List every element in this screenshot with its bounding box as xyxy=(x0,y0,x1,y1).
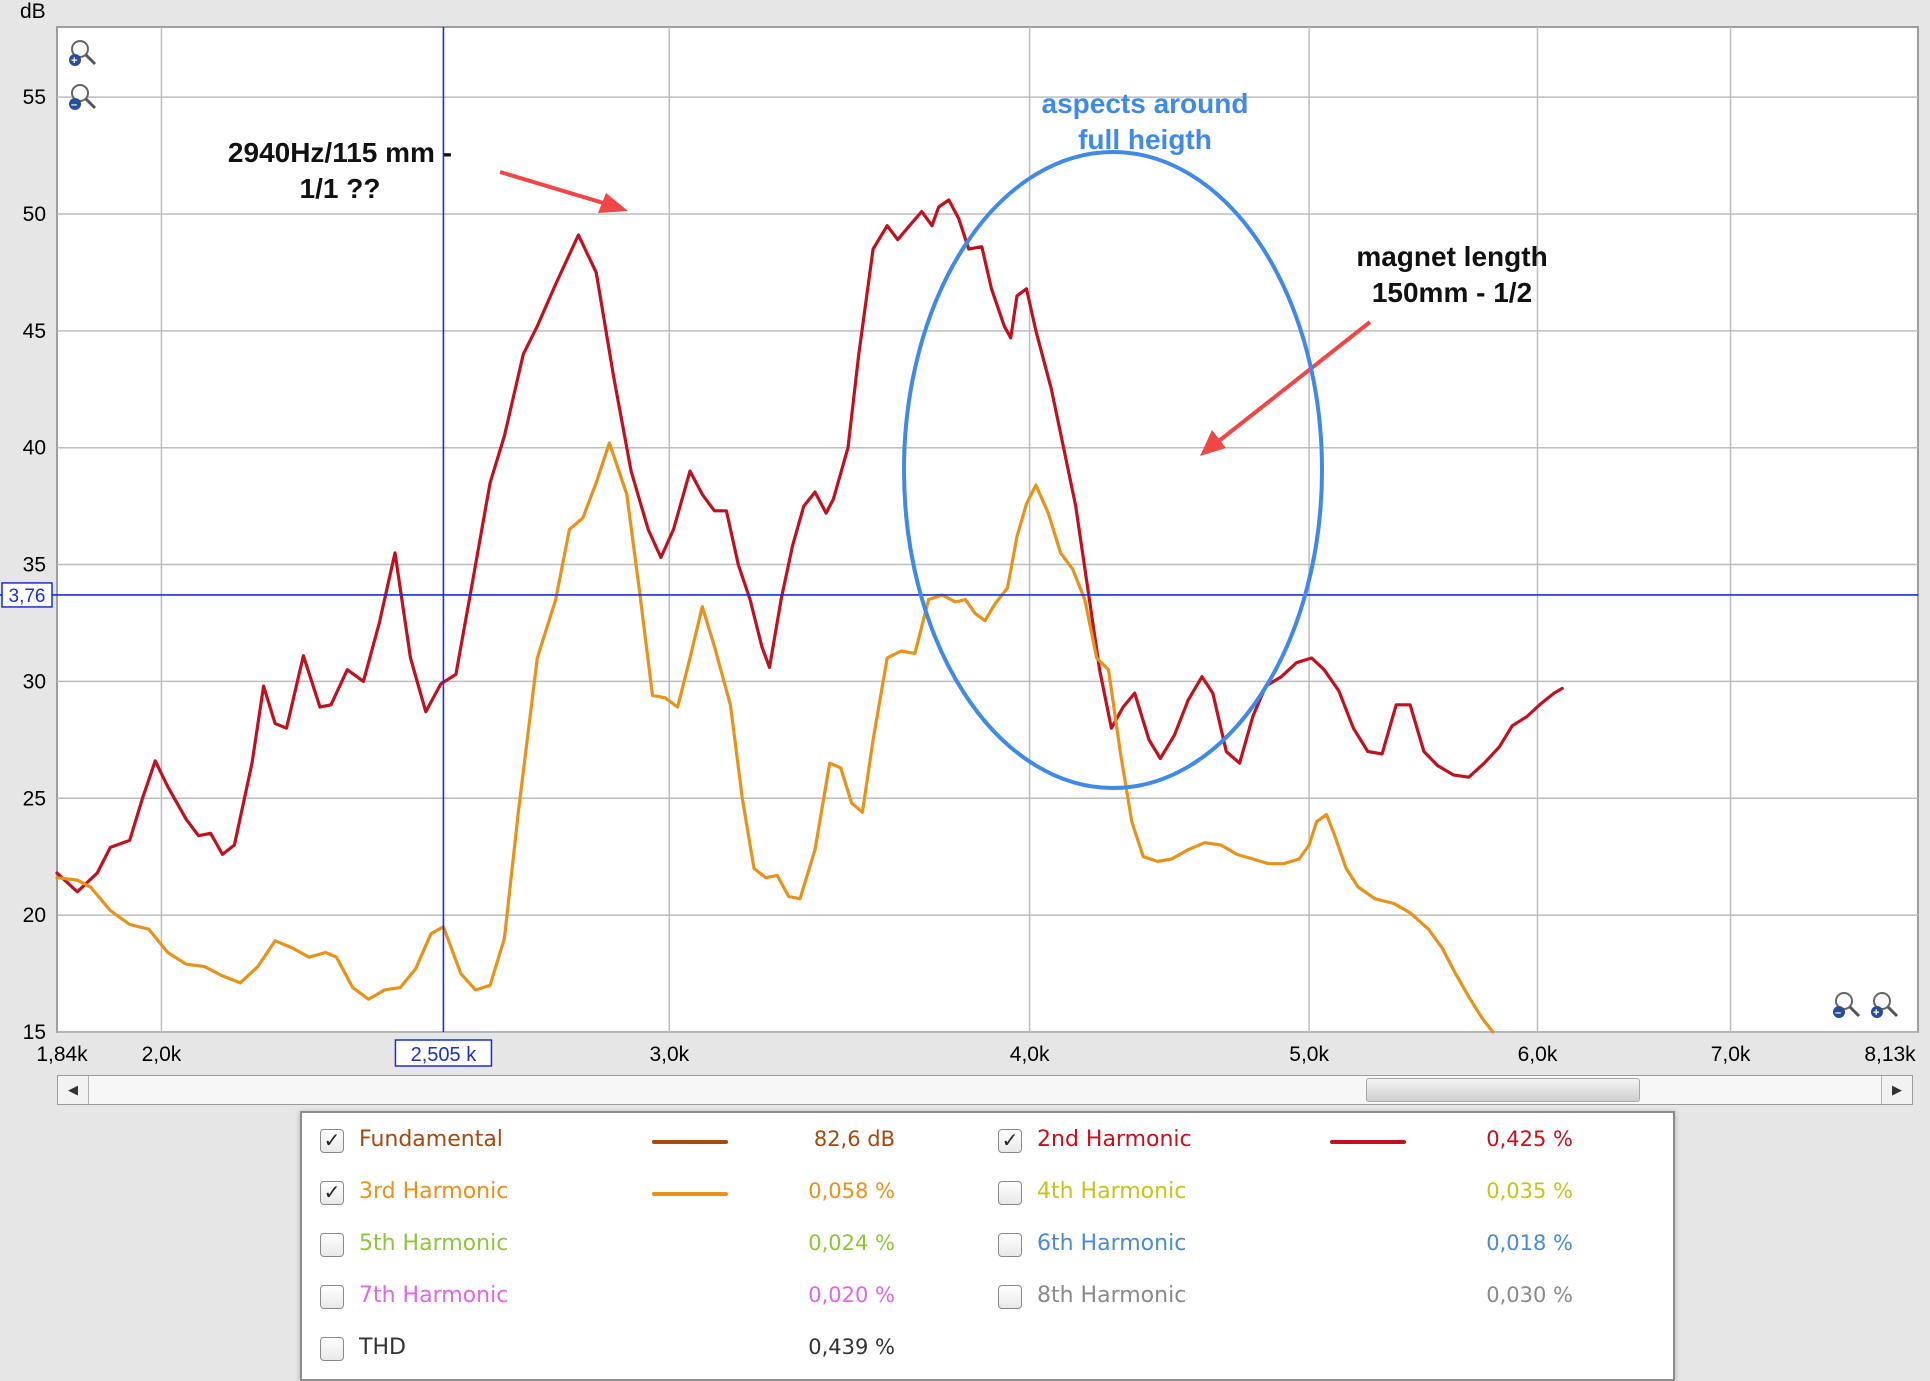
x-tick-label: 7,0k xyxy=(1711,1043,1751,1066)
annotation-peak-1-line-1: 2940Hz/115 mm - xyxy=(228,137,452,168)
series-layer xyxy=(55,198,1564,1034)
legend-row: 5th Harmonic 0,024 % 6th Harmonic 0,018 % xyxy=(302,1219,1673,1271)
annotation-peak-1-line-2: 1/1 ?? xyxy=(300,173,381,204)
legend-value-8th-harmonic: 0,030 % xyxy=(1486,1283,1573,1307)
cursor-x-readout-box xyxy=(394,1039,493,1067)
x-tick-label: 6,0k xyxy=(1518,1043,1558,1066)
x-tick-label: 2,0k xyxy=(142,1043,182,1066)
y-tick-label: 20 xyxy=(23,904,46,927)
legend-row: 7th Harmonic 0,020 % 8th Harmonic 0,030 % xyxy=(302,1271,1673,1323)
checkbox-thd[interactable] xyxy=(320,1337,344,1361)
legend-swatch-3rd-harmonic xyxy=(652,1192,728,1196)
checkbox-6th-harmonic[interactable] xyxy=(998,1233,1022,1257)
arrow-peak-2 xyxy=(1208,320,1372,450)
checkbox-5th-harmonic[interactable] xyxy=(320,1233,344,1257)
legend-value-fundamental: 82,6 dB xyxy=(813,1127,895,1151)
y-axis-ticks: 15 20 25 30 35 40 45 50 55 xyxy=(23,86,46,1044)
annotation-region: aspects around full heigth xyxy=(902,88,1324,790)
y-tick-label: 25 xyxy=(23,787,46,810)
x-axis-ticks: 1,84k 2,0k 3,0k 4,0k 5,0k 6,0k 7,0k 8,13k xyxy=(36,1043,1916,1066)
scrollbar-thumb[interactable] xyxy=(1366,1078,1640,1102)
cursor-x-readout: 2,505 k xyxy=(411,1044,478,1066)
checkbox-4th-harmonic[interactable] xyxy=(998,1181,1022,1205)
scroll-right-arrow-icon[interactable]: ▶ xyxy=(1881,1076,1912,1104)
scroll-left-arrow-icon[interactable]: ◀ xyxy=(58,1076,89,1104)
annotation-region-line-2: full heigth xyxy=(1078,124,1212,155)
svg-text:–: – xyxy=(1835,1007,1841,1019)
arrow-peak-1 xyxy=(499,170,621,210)
legend-value-6th-harmonic: 0,018 % xyxy=(1486,1231,1573,1255)
plot-area[interactable] xyxy=(56,26,1919,1033)
arrow-peak-1-head xyxy=(598,193,628,213)
y-tick-label: 55 xyxy=(23,86,46,109)
y-tick-label: 30 xyxy=(23,670,46,693)
annotation-peak-2: magnet length 150mm - 1/2 xyxy=(1200,241,1548,456)
legend-label-4th-harmonic: 4th Harmonic xyxy=(1037,1179,1187,1204)
legend-panel: ✓ Fundamental 82,6 dB ✓ 2nd Harmonic 0,425 % ✓… xyxy=(300,1111,1675,1381)
checkbox-3rd-harmonic[interactable]: ✓ xyxy=(320,1181,344,1205)
legend-value-4th-harmonic: 0,035 % xyxy=(1486,1179,1573,1203)
annotation-region-line-1: aspects around xyxy=(1042,88,1249,119)
legend-swatch-2nd-harmonic xyxy=(1330,1140,1406,1144)
legend-value-7th-harmonic: 0,020 % xyxy=(808,1283,895,1307)
zoom-in-x-icon[interactable]: + xyxy=(1871,992,1899,1019)
y-tick-label: 35 xyxy=(23,554,46,577)
zoom-out-y-icon[interactable]: – xyxy=(69,84,97,111)
annotation-peak-2-line-2: 150mm - 1/2 xyxy=(1372,277,1532,308)
annotation-peak-1: 2940Hz/115 mm - 1/1 ?? xyxy=(228,137,628,213)
legend-label-5th-harmonic: 5th Harmonic xyxy=(359,1231,509,1256)
zoom-in-y-icon[interactable]: + xyxy=(69,40,97,67)
legend-swatch-fundamental xyxy=(652,1140,728,1144)
zoom-out-x-icon[interactable]: – xyxy=(1833,992,1861,1019)
cursor-y-readout: 3,76 xyxy=(9,586,46,607)
legend-label-7th-harmonic: 7th Harmonic xyxy=(359,1283,509,1308)
cursor-y-readout-box xyxy=(1,582,53,608)
annotation-peak-2-line-1: magnet length xyxy=(1356,241,1547,272)
y-axis-label: dB xyxy=(20,0,46,23)
x-tick-label: 8,13k xyxy=(1864,1043,1916,1066)
x-tick-label: 3,0k xyxy=(649,1043,689,1066)
x-tick-label: 5,0k xyxy=(1289,1043,1329,1066)
legend-label-3rd-harmonic: 3rd Harmonic xyxy=(359,1179,509,1204)
legend-value-5th-harmonic: 0,024 % xyxy=(808,1231,895,1255)
legend-label-6th-harmonic: 6th Harmonic xyxy=(1037,1231,1187,1256)
legend-label-8th-harmonic: 8th Harmonic xyxy=(1037,1283,1187,1308)
y-tick-label: 40 xyxy=(23,437,46,460)
grid-lines xyxy=(57,27,1918,1033)
legend-label-fundamental: Fundamental xyxy=(359,1127,503,1152)
y-tick-label: 50 xyxy=(23,203,46,226)
y-tick-label: 15 xyxy=(23,1021,46,1044)
legend-row: ✓ Fundamental 82,6 dB ✓ 2nd Harmonic 0,425 % xyxy=(302,1115,1673,1167)
series-line-3rd-harmonic xyxy=(55,441,1495,1034)
svg-text:+: + xyxy=(1873,1007,1879,1019)
y-tick-label: 45 xyxy=(23,320,46,343)
legend-value-3rd-harmonic: 0,058 % xyxy=(808,1179,895,1203)
arrow-peak-2-head xyxy=(1200,430,1226,456)
legend-label-thd: THD xyxy=(359,1335,406,1360)
svg-text:–: – xyxy=(71,99,77,111)
legend-row: THD 0,439 % xyxy=(302,1323,1673,1375)
cursor-layer[interactable]: 3,76 2,505 k xyxy=(0,27,1918,1067)
series-line-2nd-harmonic xyxy=(55,198,1564,894)
legend-row: ✓ 3rd Harmonic 0,058 % 4th Harmonic 0,035 % xyxy=(302,1167,1673,1219)
legend-value-2nd-harmonic: 0,425 % xyxy=(1486,1127,1573,1151)
checkbox-fundamental[interactable]: ✓ xyxy=(320,1129,344,1153)
checkbox-2nd-harmonic[interactable]: ✓ xyxy=(998,1129,1022,1153)
x-tick-label: 4,0k xyxy=(1010,1043,1050,1066)
checkbox-8th-harmonic[interactable] xyxy=(998,1285,1022,1309)
legend-value-thd: 0,439 % xyxy=(808,1335,895,1359)
highlight-ellipse xyxy=(902,150,1324,790)
horizontal-scrollbar[interactable]: ◀ ▶ xyxy=(57,1075,1913,1105)
checkbox-7th-harmonic[interactable] xyxy=(320,1285,344,1309)
legend-label-2nd-harmonic: 2nd Harmonic xyxy=(1037,1127,1192,1152)
x-tick-label: 1,84k xyxy=(36,1043,88,1066)
distortion-chart: 3,76 2,505 k 15 20 25 30 35 40 45 50 55 1,84k 2,0k… xyxy=(0,0,1919,1067)
svg-text:+: + xyxy=(71,55,77,67)
